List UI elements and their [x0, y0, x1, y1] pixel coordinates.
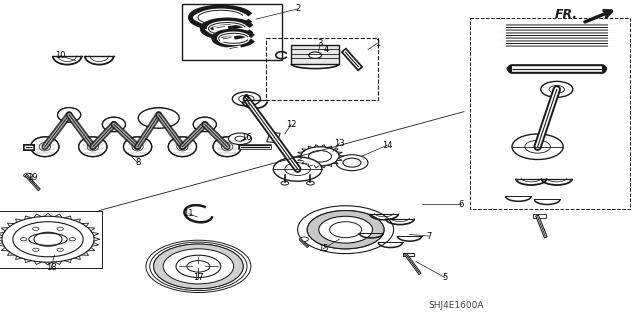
- Circle shape: [163, 249, 234, 284]
- Ellipse shape: [79, 137, 107, 157]
- Text: 7: 7: [426, 232, 431, 241]
- Text: 14: 14: [382, 141, 392, 150]
- Circle shape: [541, 81, 573, 97]
- Text: SHJ4E1600A: SHJ4E1600A: [429, 301, 484, 310]
- Ellipse shape: [124, 137, 152, 157]
- Text: 12: 12: [286, 120, 296, 129]
- Ellipse shape: [342, 51, 349, 54]
- Ellipse shape: [168, 137, 196, 157]
- Circle shape: [336, 155, 368, 171]
- Circle shape: [20, 238, 27, 241]
- Text: 16: 16: [241, 133, 252, 142]
- Circle shape: [301, 147, 339, 166]
- Circle shape: [33, 248, 39, 251]
- Circle shape: [33, 227, 39, 230]
- Bar: [266, 38, 378, 100]
- Text: 13: 13: [334, 139, 344, 148]
- Text: 3: 3: [317, 39, 323, 48]
- Circle shape: [307, 181, 314, 185]
- Ellipse shape: [213, 137, 241, 157]
- Text: 8: 8: [135, 158, 140, 167]
- Bar: [470, 18, 630, 209]
- Circle shape: [228, 133, 252, 145]
- Text: 9: 9: [244, 94, 249, 103]
- Bar: [403, 253, 414, 256]
- Circle shape: [308, 52, 321, 58]
- Circle shape: [13, 222, 83, 257]
- Circle shape: [307, 211, 384, 249]
- Ellipse shape: [147, 108, 170, 122]
- Text: 11: 11: [184, 209, 194, 218]
- Ellipse shape: [58, 108, 81, 122]
- Circle shape: [281, 181, 289, 185]
- Text: 19: 19: [27, 173, 37, 182]
- Bar: [533, 214, 546, 218]
- Bar: [291, 45, 339, 64]
- Circle shape: [343, 158, 361, 167]
- Circle shape: [57, 248, 63, 251]
- Text: 17: 17: [193, 273, 204, 282]
- Text: 15: 15: [318, 244, 328, 253]
- Text: 6: 6: [458, 200, 463, 209]
- Text: 1: 1: [375, 39, 380, 48]
- Circle shape: [507, 66, 517, 71]
- Text: 18: 18: [46, 263, 56, 272]
- Circle shape: [330, 222, 362, 238]
- Circle shape: [24, 173, 33, 178]
- Circle shape: [138, 108, 179, 128]
- Circle shape: [596, 66, 607, 71]
- Circle shape: [235, 136, 245, 141]
- Circle shape: [34, 232, 62, 246]
- Bar: [0, 211, 102, 268]
- Bar: [267, 132, 280, 143]
- Circle shape: [154, 244, 243, 289]
- Text: 2: 2: [295, 4, 300, 13]
- Circle shape: [176, 255, 221, 278]
- Circle shape: [57, 227, 63, 230]
- Text: 10: 10: [56, 51, 66, 60]
- Circle shape: [319, 216, 372, 243]
- Circle shape: [300, 237, 308, 241]
- Circle shape: [232, 92, 260, 106]
- Text: 4: 4: [324, 45, 329, 54]
- Bar: [182, 4, 282, 60]
- Circle shape: [512, 134, 563, 160]
- Circle shape: [69, 238, 76, 241]
- Ellipse shape: [193, 117, 216, 132]
- Text: 5: 5: [442, 273, 447, 282]
- Ellipse shape: [31, 137, 59, 157]
- Ellipse shape: [102, 117, 125, 132]
- Text: FR.: FR.: [555, 8, 578, 21]
- Circle shape: [187, 261, 210, 272]
- Circle shape: [273, 157, 322, 181]
